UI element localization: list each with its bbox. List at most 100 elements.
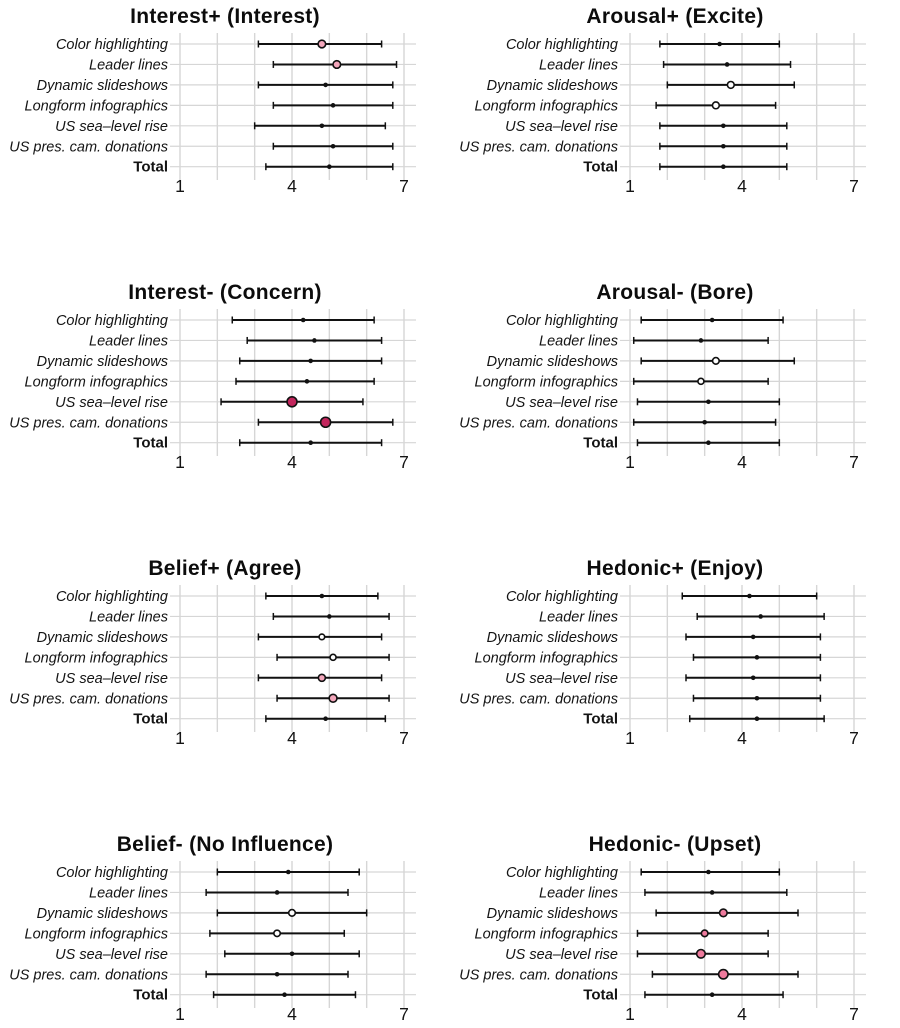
mean-dot [754,695,760,701]
row-label: Color highlighting [56,865,168,881]
mean-dot [726,80,735,90]
mean-dot [282,992,287,997]
mean-dot [274,971,280,977]
row-label: Longform infographics [25,98,168,114]
mean-dot [724,62,730,67]
mean-dot [711,356,720,366]
mean-dot [709,317,715,323]
mean-dot [287,908,297,918]
row-label: Dynamic slideshows [487,630,618,646]
row-label: Longform infographics [475,98,618,114]
mean-dot [304,379,310,384]
x-tick-label: 4 [737,452,747,471]
row-label: Color highlighting [506,589,618,605]
row-label: Leader lines [539,333,618,349]
x-tick-label: 1 [175,452,185,471]
row-label-total: Total [583,711,618,728]
chart-title: Interest- (Concern) [128,281,322,304]
mean-dot [318,633,326,641]
row-label: Leader lines [89,609,168,625]
row-label: US pres. cam. donations [459,967,618,983]
x-tick-label: 7 [399,452,409,471]
row-label-total: Total [583,435,618,452]
x-tick-label: 4 [287,728,297,747]
mean-dot [754,716,760,721]
mean-dot [697,377,705,386]
row-label: US pres. cam. donations [459,139,618,155]
chart-plot: Color highlighting Leader lines Dynamic sl… [9,861,416,1023]
chart-title: Hedonic- (Upset) [588,833,762,856]
mean-dot [721,143,726,149]
panel-hedonic-negative: Hedonic- (Upset) Color highlighting Leade… [450,833,900,1023]
panel-arousal-positive: Arousal+ (Excite) Color highlighting Lead… [450,5,900,195]
x-tick-label: 1 [625,1004,635,1023]
row-label: Longform infographics [475,650,618,666]
mean-dot [750,675,756,681]
row-label: US pres. cam. donations [9,691,168,707]
mean-dot [327,614,332,619]
mean-dot [721,123,726,129]
row-label: Color highlighting [506,37,618,53]
mean-dot [300,317,306,323]
x-tick-label: 7 [849,1004,859,1023]
row-label: US sea–level rise [505,671,618,687]
row-label: US pres. cam. donations [9,415,168,431]
mean-dot [308,440,313,445]
mean-dot [274,890,280,895]
chart-title: Arousal+ (Excite) [586,5,764,28]
row-label: US pres. cam. donations [459,691,618,707]
row-label: Leader lines [89,57,168,73]
mean-dot [286,396,298,408]
row-label: US pres. cam. donations [9,967,168,983]
mean-dot [706,869,711,875]
mean-dot [698,338,704,343]
row-label: Leader lines [539,609,618,625]
row-label: Dynamic slideshows [487,906,618,922]
row-label: Leader lines [89,885,168,901]
row-label: Color highlighting [56,589,168,605]
row-label: US sea–level rise [505,119,618,135]
panel-belief-positive: Belief+ (Agree) Color highlighting Leader… [0,557,450,747]
panel-hedonic-positive: Hedonic+ (Enjoy) Color highlighting Leade… [450,557,900,747]
chart-title: Belief+ (Agree) [148,557,302,580]
mean-dot [317,673,327,683]
row-label: Color highlighting [506,865,618,881]
mean-dot [717,41,722,47]
x-tick-label: 4 [287,1004,297,1023]
row-label: US sea–level rise [55,671,168,687]
row-label: Leader lines [539,885,618,901]
row-label: US sea–level rise [55,947,168,963]
x-tick-label: 4 [737,1004,747,1023]
x-tick-label: 7 [399,176,409,195]
row-label-total: Total [583,987,618,1004]
mean-dot [718,908,728,918]
mean-dot [754,655,760,660]
mean-dot [706,399,711,405]
mean-dot [323,82,328,88]
mean-dot [329,653,337,662]
mean-dot [758,614,763,619]
mean-dot [711,101,721,110]
x-tick-label: 4 [737,728,747,747]
row-label: Dynamic slideshows [487,78,618,94]
mean-dot [285,869,291,875]
mean-dot [721,164,726,169]
panel-interest-positive: Interest+ (Interest) Color highlighting L… [0,5,450,195]
mean-dot [319,123,325,129]
mean-dot [327,164,332,169]
row-label-total: Total [583,159,618,176]
x-tick-label: 1 [625,176,635,195]
row-label: Color highlighting [56,37,168,53]
row-label: Longform infographics [25,650,168,666]
row-label: US sea–level rise [55,119,168,135]
chart-title: Belief- (No Influence) [116,833,334,856]
row-label: Dynamic slideshows [37,630,168,646]
x-tick-label: 1 [175,176,185,195]
mean-dot [312,338,317,343]
panel-interest-negative: Interest- (Concern) Color highlighting Le… [0,281,450,471]
chart-plot: Color highlighting Leader lines Dynamic sl… [9,309,416,471]
chart-title: Hedonic+ (Enjoy) [586,557,764,580]
row-label-total: Total [133,711,168,728]
x-tick-label: 1 [175,1004,185,1023]
row-label: Color highlighting [506,313,618,329]
